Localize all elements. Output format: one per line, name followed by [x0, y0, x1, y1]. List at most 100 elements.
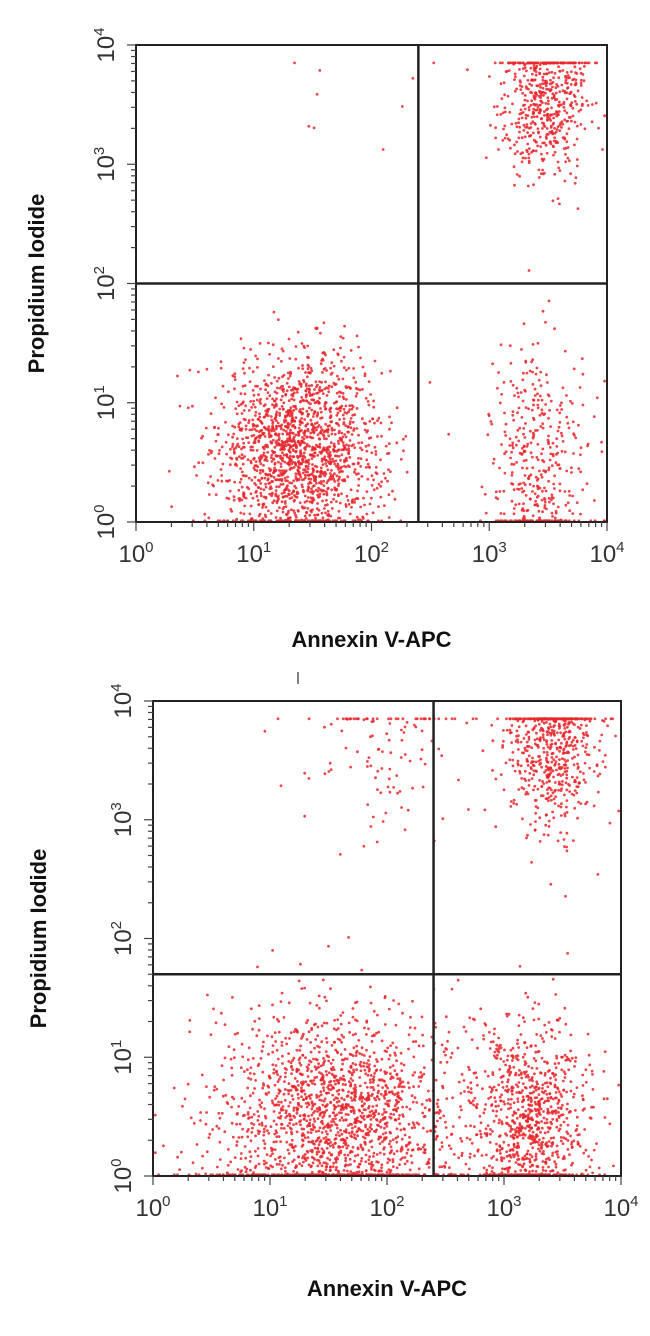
data-point: [232, 1048, 236, 1051]
data-point: [355, 407, 359, 410]
data-point: [291, 388, 295, 392]
data-point: [566, 156, 570, 160]
data-point: [435, 1102, 439, 1105]
data-point: [351, 1062, 355, 1065]
data-point: [288, 1101, 292, 1104]
data-point: [315, 385, 318, 389]
data-point: [385, 1121, 389, 1125]
data-point: [329, 1083, 333, 1087]
data-point: [249, 400, 253, 403]
data-point: [273, 432, 277, 436]
data-point: [337, 1088, 341, 1092]
data-point: [532, 403, 535, 407]
data-point: [541, 447, 545, 451]
data-point: [558, 467, 562, 470]
data-point: [513, 1128, 517, 1131]
data-point: [547, 299, 551, 303]
data-point: [298, 382, 302, 386]
data-point: [354, 1063, 358, 1066]
data-point: [569, 91, 572, 95]
data-point: [273, 462, 277, 466]
data-point: [407, 1047, 410, 1051]
data-point: [355, 515, 359, 519]
data-point: [536, 84, 540, 88]
data-point: [521, 91, 524, 95]
data-point: [306, 1069, 309, 1072]
data-point: [227, 1148, 230, 1151]
data-point: [343, 1164, 347, 1168]
data-point: [285, 381, 289, 385]
data-point: [283, 1088, 287, 1091]
data-point: [569, 70, 573, 73]
data-point: [283, 1156, 286, 1160]
data-point: [585, 99, 589, 103]
data-point: [358, 388, 362, 392]
data-point: [369, 985, 372, 989]
data-point: [256, 1154, 260, 1158]
data-point: [441, 1084, 444, 1088]
data-point: [219, 360, 223, 364]
data-point: [370, 1127, 373, 1131]
data-point: [308, 513, 312, 517]
data-point: [509, 456, 512, 460]
data-point: [305, 1105, 309, 1109]
data-point: [442, 1050, 446, 1053]
data-point: [351, 1079, 355, 1082]
data-point: [544, 489, 548, 493]
data-point: [285, 389, 289, 393]
data-point: [516, 1097, 520, 1100]
data-point: [336, 1018, 340, 1021]
data-point: [363, 374, 367, 378]
data-point: [191, 1161, 195, 1165]
data-point: [566, 146, 570, 149]
data-point: [309, 1041, 312, 1044]
data-point: [579, 123, 583, 126]
data-point: [333, 472, 336, 476]
data-point: [318, 431, 322, 435]
data-point: [581, 488, 585, 492]
data-point: [561, 1079, 565, 1083]
data-point: [283, 494, 287, 498]
data-point: [555, 408, 559, 412]
data-point: [413, 1096, 417, 1100]
data-point: [217, 1127, 221, 1130]
data-point: [200, 1166, 204, 1170]
data-point: [411, 76, 415, 80]
data-point: [320, 1024, 324, 1028]
data-point: [281, 1105, 285, 1108]
data-point: [404, 434, 408, 438]
data-point: [328, 1114, 332, 1118]
data-point: [343, 324, 346, 328]
data-point: [371, 1105, 375, 1108]
data-point: [574, 436, 578, 440]
data-point: [282, 428, 286, 432]
data-point: [530, 360, 533, 364]
data-point: [233, 1032, 237, 1036]
data-point: [281, 349, 285, 353]
data-point: [436, 1098, 440, 1102]
data-point: [319, 1064, 323, 1068]
data-point: [546, 102, 550, 106]
data-point: [498, 1068, 502, 1071]
data-point: [244, 1170, 248, 1174]
data-point: [560, 1068, 564, 1072]
data-point: [188, 368, 192, 372]
data-point: [303, 494, 307, 498]
data-point: [217, 426, 220, 430]
data-point: [290, 508, 293, 512]
data-point: [531, 1146, 535, 1150]
data-point: [560, 61, 564, 65]
data-point: [369, 1001, 373, 1005]
data-point: [248, 1150, 252, 1154]
data-point: [542, 1116, 546, 1120]
data-point: [335, 464, 338, 468]
data-point: [450, 1051, 454, 1055]
data-point: [331, 1117, 335, 1121]
data-point: [233, 1156, 237, 1159]
data-point: [324, 1050, 328, 1053]
data-point: [387, 468, 390, 472]
data-point: [257, 1004, 261, 1007]
data-point: [543, 500, 547, 504]
data-point: [247, 487, 251, 491]
data-point: [292, 499, 296, 503]
